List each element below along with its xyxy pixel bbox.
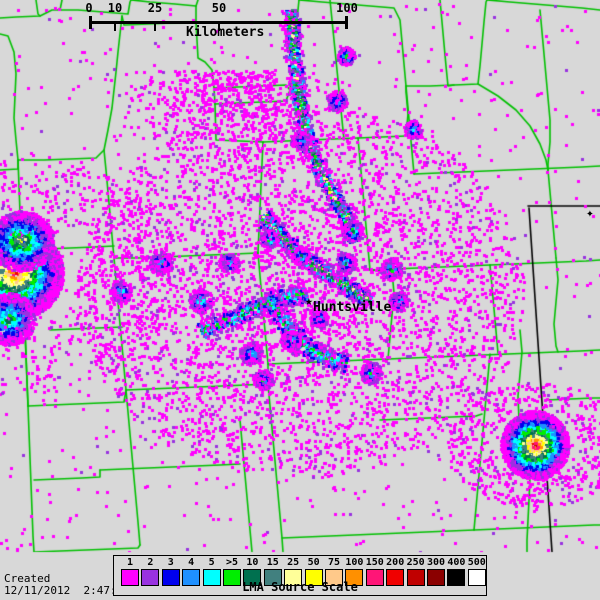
scale-tick-label-25: 25 [147,1,163,15]
created-time: 12/11/2012 2:47:08 [4,584,130,597]
legend-swatch-200[interactable] [386,569,405,586]
legend-label-500: 500 [467,557,486,568]
legend-label-250: 250 [406,557,425,568]
legend-label-75: 75 [327,557,341,568]
legend-label-4: 4 [188,557,195,568]
legend-swatch-2[interactable] [141,569,160,586]
scale-tick-label-50: 50 [211,1,227,15]
legend-swatch-5[interactable] [202,569,221,586]
legend-swatch-100[interactable] [345,569,364,586]
city-star-icon: ★ [305,294,313,309]
scale-bar: 0 10 25 50 100 Kilometers [0,0,600,40]
scale-unit-label: Kilometers [186,25,265,40]
legend-label-1: 1 [126,557,134,568]
legend-label-row: 1 2 3 4 5 >5 10 15 25 50 75 100 150 200 250 300 400 500 [114,556,486,569]
created-label: Created [4,572,51,585]
legend-swatch-gt5[interactable] [223,569,241,586]
scale-endcap-left [89,16,92,29]
scale-tick-label-10: 10 [107,1,123,15]
legend-swatch-250[interactable] [406,569,425,586]
legend-label-400: 400 [447,557,466,568]
legend-swatch-10[interactable] [243,569,262,586]
legend-label-200: 200 [386,557,405,568]
legend-swatch-15[interactable] [263,569,282,586]
scale-tick-label-0: 0 [85,1,93,15]
legend-swatch-25[interactable] [284,569,303,586]
scale-endcap-right [345,16,348,29]
legend-title: LMA Source Scale [242,580,358,594]
legend-label-150: 150 [365,557,384,568]
legend-label-15: 15 [266,557,279,568]
legend-swatch-1[interactable] [121,569,139,586]
scale-tick-50 [218,23,220,31]
legend-label-2: 2 [147,557,154,568]
scale-tick-25 [154,23,156,31]
legend-swatch-75[interactable] [325,569,343,586]
city-label-huntsville: Huntsville [313,300,392,315]
created-timestamp: Created 12/11/2012 2:47:08 [4,573,130,597]
legend-swatch-row [114,569,486,587]
legend-swatch-4[interactable] [182,569,201,586]
legend-label-300: 300 [426,557,446,568]
scale-bar-line [89,21,348,24]
legend-swatch-150[interactable] [365,569,384,586]
legend-swatch-3[interactable] [161,569,180,586]
legend-swatch-500[interactable] [467,569,486,586]
legend-swatch-300[interactable] [427,569,445,586]
legend-label-25: 25 [287,557,300,568]
legend-label-3: 3 [167,557,174,568]
legend-swatch-400[interactable] [447,569,466,586]
legend-panel[interactable]: 1 2 3 4 5 >5 10 15 25 50 75 100 150 200 250 300 400 500 L… [113,555,487,596]
legend-swatch-50[interactable] [304,569,323,586]
legend-label-gt5: >5 [225,557,239,568]
scale-tick-label-100: 100 [336,1,358,15]
legend-label-50: 50 [307,557,320,568]
scale-tick-10 [114,23,116,31]
station-site-icon: ✦ [586,206,594,221]
legend-label-100: 100 [345,557,364,568]
legend-label-5: 5 [208,557,215,568]
legend-label-10: 10 [246,557,259,568]
